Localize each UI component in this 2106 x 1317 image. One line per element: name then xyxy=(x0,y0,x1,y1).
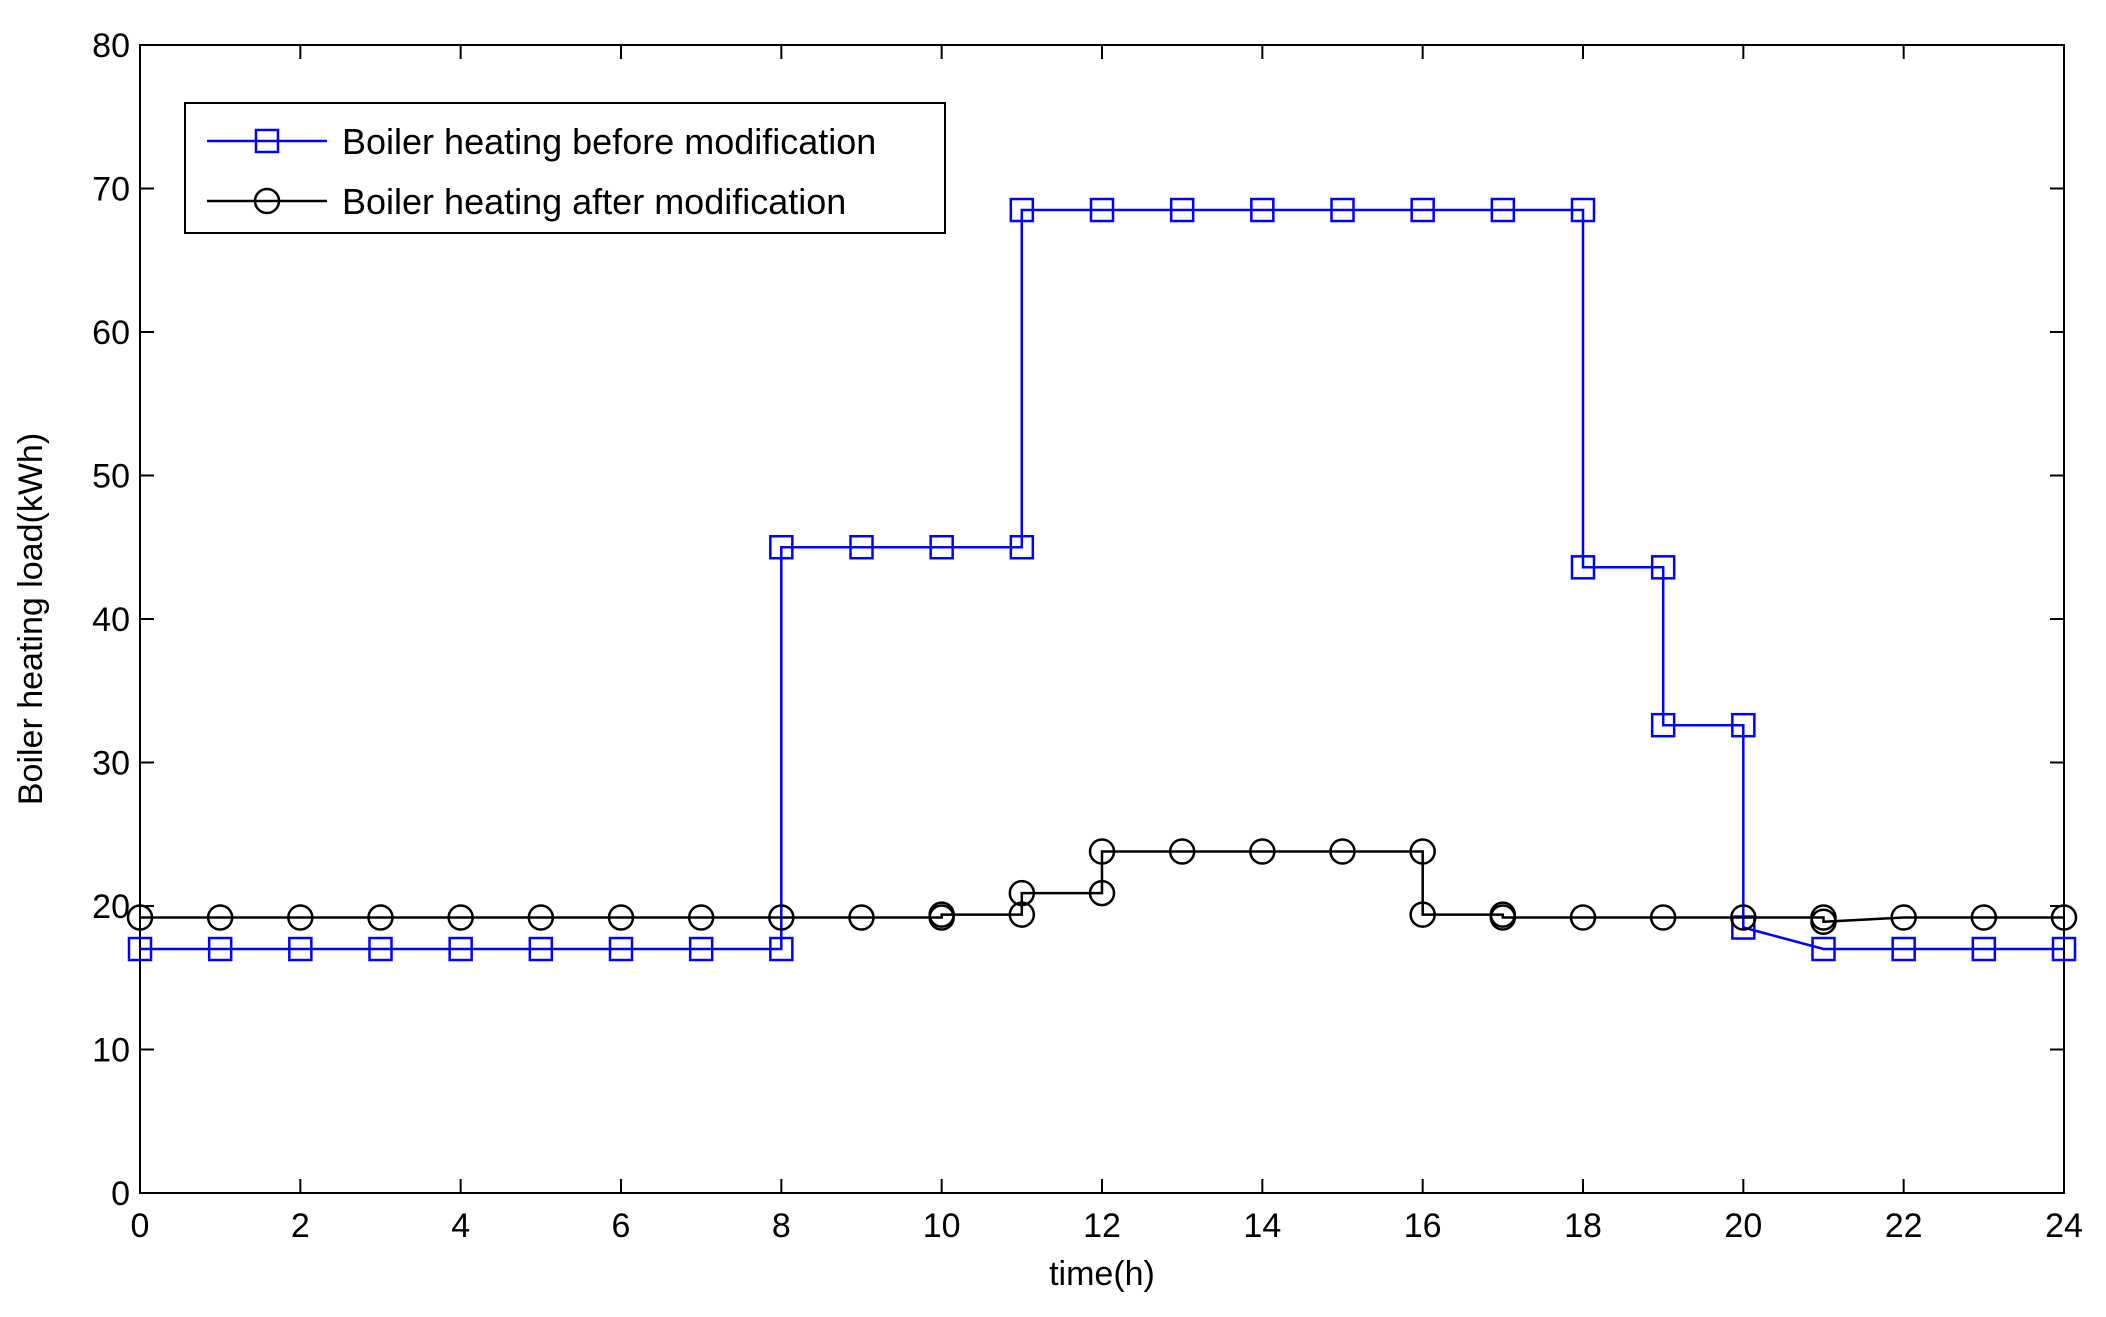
legend-label: Boiler heating after modification xyxy=(342,181,846,222)
legend-label: Boiler heating before modification xyxy=(342,121,876,162)
x-tick-label: 2 xyxy=(291,1207,310,1245)
data-point-circle xyxy=(253,187,281,215)
data-point-circle xyxy=(848,904,875,931)
data-point-circle xyxy=(928,901,955,928)
data-point-circle xyxy=(1409,838,1436,865)
data-point-square xyxy=(1169,197,1195,223)
y-tick-label: 20 xyxy=(92,888,130,926)
data-point-circle xyxy=(1008,901,1036,928)
data-point-square xyxy=(688,936,714,962)
data-point-circle xyxy=(1088,838,1116,865)
data-point-circle xyxy=(1489,904,1517,931)
data-point-square xyxy=(1891,936,1916,962)
data-point-square xyxy=(1570,197,1596,223)
series-layer xyxy=(126,197,2078,962)
x-tick-label: 0 xyxy=(131,1207,150,1245)
x-tick-label: 8 xyxy=(772,1207,791,1245)
data-point-square xyxy=(1009,197,1035,223)
data-point-square xyxy=(368,936,393,962)
data-point-square xyxy=(1089,197,1115,223)
y-tick-label: 40 xyxy=(92,601,130,639)
data-point-square xyxy=(1731,712,1756,738)
data-point-square xyxy=(1570,555,1596,580)
x-tick-label: 10 xyxy=(923,1207,961,1245)
data-point-circle xyxy=(1569,904,1597,931)
data-point-circle xyxy=(1249,838,1276,865)
x-tick-label: 12 xyxy=(1083,1207,1121,1245)
plot-area xyxy=(139,44,2065,1194)
data-point-circle xyxy=(1970,904,1998,931)
data-point-circle xyxy=(1409,901,1436,928)
data-point-square xyxy=(1490,197,1516,223)
data-point-square xyxy=(1971,936,1997,962)
data-point-square xyxy=(528,936,554,962)
x-tick-label: 20 xyxy=(1724,1207,1762,1245)
y-tick-label: 50 xyxy=(92,458,130,496)
series-2 xyxy=(126,838,2078,936)
x-tick-label: 22 xyxy=(1885,1207,1923,1245)
data-point-circle xyxy=(1890,904,1917,931)
y-tick-label: 0 xyxy=(111,1175,130,1213)
x-axis-label: time(h) xyxy=(1049,1255,1155,1293)
data-point-circle xyxy=(1730,904,1757,931)
y-tick-label: 70 xyxy=(92,171,130,209)
data-point-square xyxy=(608,936,634,962)
data-point-circle xyxy=(687,904,715,931)
data-point-circle xyxy=(126,904,154,931)
x-tick-label: 18 xyxy=(1564,1207,1602,1245)
data-point-square xyxy=(769,936,794,962)
data-point-circle xyxy=(367,904,394,931)
y-tick-label: 80 xyxy=(92,27,130,65)
data-point-circle xyxy=(607,904,635,931)
data-point-circle xyxy=(1649,904,1677,931)
data-point-square xyxy=(1009,535,1035,560)
data-point-square xyxy=(929,535,954,560)
data-point-square xyxy=(448,936,473,962)
x-tick-label: 14 xyxy=(1243,1207,1281,1245)
data-point-square xyxy=(849,535,874,560)
data-point-square xyxy=(1650,555,1676,580)
data-point-circle xyxy=(206,904,234,931)
legend-box xyxy=(184,102,946,234)
legend: Boiler heating before modification Boiler… xyxy=(184,102,946,234)
data-point-square xyxy=(207,936,233,962)
data-point-square xyxy=(127,936,153,962)
x-tick-label: 24 xyxy=(2045,1207,2083,1245)
data-point-square xyxy=(769,535,794,560)
legend-entry: Boiler heating after modification xyxy=(207,181,846,222)
series-1 xyxy=(127,197,2077,962)
y-tick-label: 30 xyxy=(92,745,130,783)
y-tick-label: 60 xyxy=(92,314,130,352)
data-point-circle xyxy=(1329,838,1356,865)
y-axis-label: Boiler heating load(kWh) xyxy=(12,433,50,805)
data-point-square xyxy=(254,128,280,154)
data-point-circle xyxy=(527,904,555,931)
series-line xyxy=(140,208,2064,951)
data-point-square xyxy=(288,936,313,962)
data-point-circle xyxy=(287,904,314,931)
data-point-square xyxy=(2051,936,2077,962)
x-tick-label: 4 xyxy=(451,1207,470,1245)
data-point-circle xyxy=(1088,879,1116,907)
data-point-circle xyxy=(768,904,795,931)
axis-ticks xyxy=(139,44,2065,1194)
data-point-square xyxy=(1650,712,1676,738)
data-point-circle xyxy=(1168,838,1196,865)
legend-entry: Boiler heating before modification xyxy=(207,121,876,162)
data-point-square xyxy=(1250,197,1275,223)
x-tick-label: 16 xyxy=(1404,1207,1442,1245)
x-tick-label: 6 xyxy=(612,1207,631,1245)
y-tick-label: 10 xyxy=(92,1032,130,1070)
data-point-square xyxy=(1330,197,1355,223)
series-line xyxy=(140,850,2064,924)
data-point-circle xyxy=(447,904,474,931)
data-point-square xyxy=(1811,936,1836,962)
data-point-circle xyxy=(2050,904,2078,931)
legend-entries: Boiler heating before modification Boiler… xyxy=(207,121,876,222)
data-point-circle xyxy=(1008,879,1036,907)
data-point-circle xyxy=(1810,908,1837,936)
data-point-square xyxy=(1410,197,1435,223)
